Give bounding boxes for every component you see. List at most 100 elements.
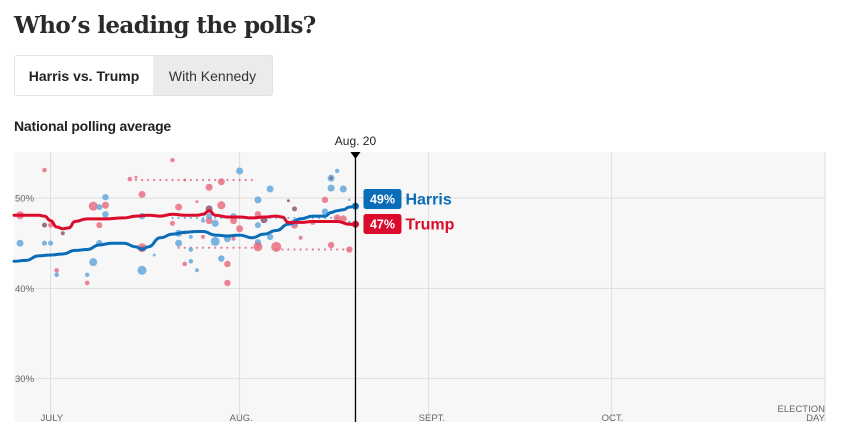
poll-dot xyxy=(266,233,274,241)
page-title: Who’s leading the polls? xyxy=(14,12,316,39)
poll-dot xyxy=(201,218,206,223)
poll-dot xyxy=(189,178,192,182)
poll-dot xyxy=(250,246,253,249)
poll-dot xyxy=(208,178,211,182)
series-end-labels: 49% Harris 47% Trump xyxy=(363,189,455,234)
poll-dot xyxy=(210,236,220,246)
grid-lines xyxy=(14,152,826,422)
poll-dot xyxy=(224,279,231,287)
tab-harris-vs-trump[interactable]: Harris vs. Trump xyxy=(15,56,153,95)
poll-dot xyxy=(171,178,174,182)
poll-dot xyxy=(48,240,54,246)
poll-dot xyxy=(254,222,261,229)
poll-dot xyxy=(281,248,284,251)
series-label-harris: 49% Harris xyxy=(363,189,452,209)
value-badge xyxy=(363,189,402,209)
y-tick-label: 30% xyxy=(15,374,35,385)
poll-dot xyxy=(177,246,180,249)
poll-dot xyxy=(286,199,290,203)
poll-dot xyxy=(188,258,194,264)
poll-dot xyxy=(231,236,236,241)
poll-dot xyxy=(230,217,238,225)
poll-dot xyxy=(183,216,186,220)
x-tick-label: DAY xyxy=(806,413,825,424)
poll-dot xyxy=(291,206,297,212)
poll-dot xyxy=(183,178,187,182)
poll-dot xyxy=(238,178,241,182)
poll-dot xyxy=(175,203,183,211)
poll-dot xyxy=(138,190,146,198)
poll-dot xyxy=(147,178,150,182)
poll-dot xyxy=(170,157,175,163)
poll-dot xyxy=(293,216,296,220)
poll-dot xyxy=(329,248,333,251)
poll-dot xyxy=(299,248,302,251)
poll-dot xyxy=(153,178,156,182)
y-tick-label: 40% xyxy=(15,284,35,295)
poll-dot xyxy=(16,239,24,247)
poll-dot xyxy=(84,280,90,286)
poll-dot xyxy=(271,241,282,252)
poll-dot xyxy=(201,216,205,220)
tab-with-kennedy[interactable]: With Kennedy xyxy=(153,56,272,95)
x-tick-label: ELECTION xyxy=(777,404,825,415)
poll-dot xyxy=(101,201,109,209)
poll-dot xyxy=(183,246,186,249)
poll-dot xyxy=(323,248,327,251)
value-badge-text: 49% xyxy=(370,193,395,207)
x-tick-label: SEPT. xyxy=(419,413,445,424)
poll-dot xyxy=(96,222,103,229)
series-label-trump: 47% Trump xyxy=(363,214,455,234)
poll-dot xyxy=(201,234,206,239)
poll-dot xyxy=(89,258,98,267)
poll-dot xyxy=(346,246,353,253)
x-tick-label: OCT. xyxy=(602,413,624,424)
poll-dot xyxy=(287,216,290,220)
poll-dot xyxy=(305,248,308,251)
value-badge-text: 47% xyxy=(370,218,395,232)
poll-dot xyxy=(236,167,244,175)
poll-dot xyxy=(208,246,211,249)
poll-dot xyxy=(137,265,147,275)
candidate-name: Harris xyxy=(405,192,451,209)
poll-dot xyxy=(339,215,347,223)
poll-dot xyxy=(54,272,59,278)
poll-dot xyxy=(201,246,205,249)
poll-dot xyxy=(127,176,133,182)
current-date-triangle-icon xyxy=(350,152,361,159)
poll-dot xyxy=(311,248,314,251)
poll-dot xyxy=(293,248,296,251)
poll-dot xyxy=(175,239,183,247)
poll-dot xyxy=(188,234,193,239)
poll-dot xyxy=(171,216,174,220)
poll-dot xyxy=(195,178,199,182)
poll-dot xyxy=(201,178,205,182)
poll-dot xyxy=(177,216,180,220)
poll-dot xyxy=(250,178,253,182)
poll-dot xyxy=(329,176,333,180)
poll-dot xyxy=(287,248,290,251)
poll-dot xyxy=(189,216,192,220)
poll-dot xyxy=(214,216,217,220)
poll-dot xyxy=(238,246,241,249)
poll-dot xyxy=(60,231,65,236)
poll-dot xyxy=(321,208,329,215)
poll-dot xyxy=(54,267,59,273)
poll-dot xyxy=(205,217,213,225)
race-toggle: Harris vs. Trump With Kennedy xyxy=(14,55,273,96)
poll-dot xyxy=(159,178,162,182)
poll-dot xyxy=(102,193,109,201)
poll-dot xyxy=(236,225,244,233)
poll-dot xyxy=(232,246,235,249)
poll-dot xyxy=(217,201,226,210)
candidate-name: Trump xyxy=(405,217,454,234)
poll-dot xyxy=(226,246,229,249)
poll-dot xyxy=(205,183,213,191)
poll-dot xyxy=(170,220,176,226)
poll-dot xyxy=(48,222,54,228)
poll-dot xyxy=(298,235,303,240)
poll-dot xyxy=(334,168,340,174)
poll-dot xyxy=(266,185,274,193)
x-tick-label: AUG. xyxy=(230,413,253,424)
